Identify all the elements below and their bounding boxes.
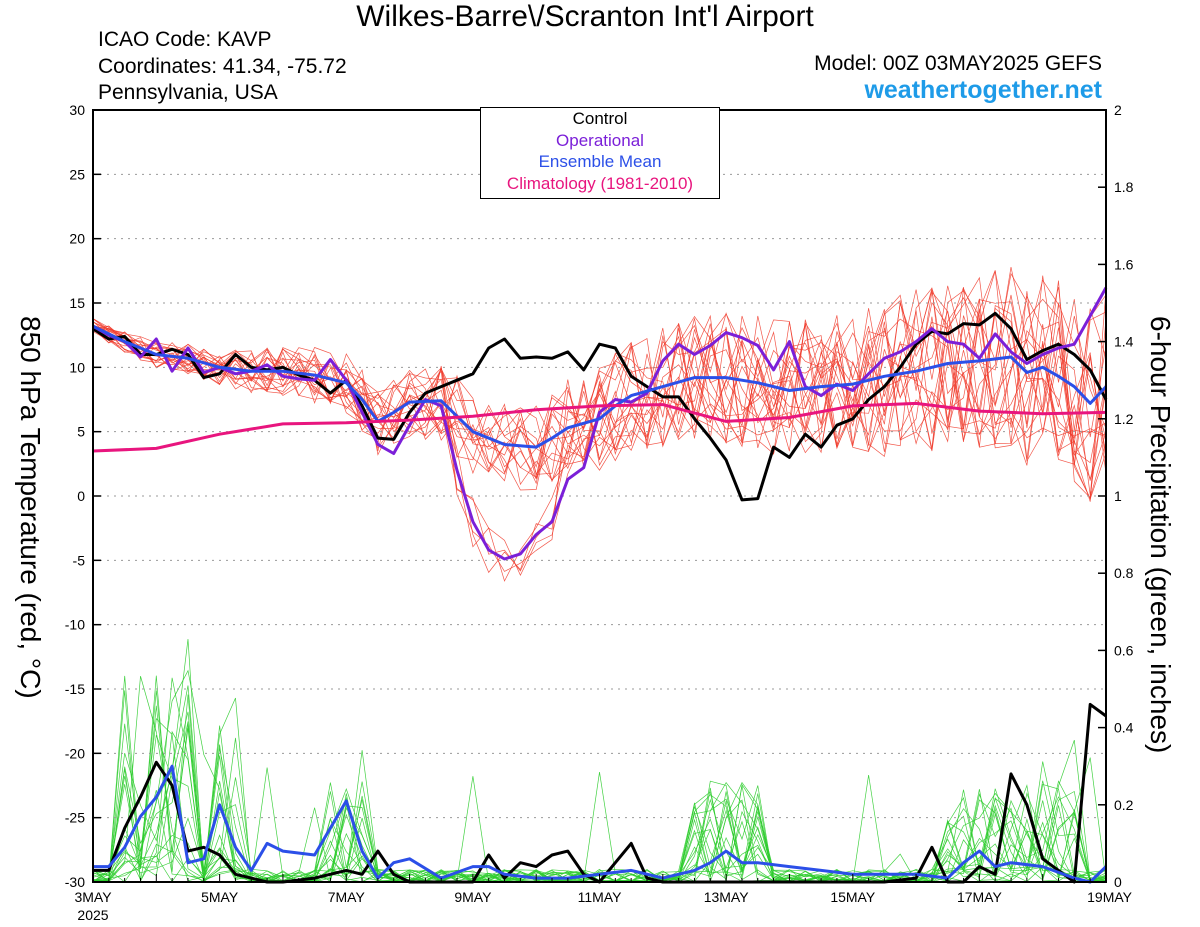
left-tick-label: -20 (65, 745, 85, 761)
left-tick-label: 20 (69, 231, 85, 247)
right-tick-label: 0 (1114, 874, 1122, 890)
precip-member-line (92, 757, 1107, 883)
left-axis-label: 850 hPa Temperature (red, °C) (15, 316, 46, 699)
right-tick-label: 0.8 (1114, 565, 1134, 581)
right-tick-label: 1.6 (1114, 256, 1134, 272)
temp-member-line (92, 290, 1107, 483)
legend-control: Control (572, 109, 628, 128)
right-axis-label: 6-hour Precipitation (green, inches) (1145, 316, 1176, 754)
right-tick-label: 1.8 (1114, 179, 1134, 195)
legend: Control Operational Ensemble Mean Climat… (480, 107, 720, 199)
legend-climatology: Climatology (1981-2010) (506, 173, 694, 193)
temp-member-line (92, 299, 1107, 574)
temp-member-line (92, 271, 1107, 496)
icao-code-label: ICAO Code: KAVP (98, 28, 272, 51)
temp-member-line (92, 267, 1107, 473)
temp-member-line (92, 307, 1107, 486)
left-tick-label: -15 (65, 681, 85, 697)
left-tick-label: -5 (73, 552, 86, 568)
right-tick-label: 0.6 (1114, 642, 1134, 658)
x-year-label: 2025 (77, 907, 108, 923)
precip-member-line (92, 690, 1107, 883)
left-tick-label: 25 (69, 166, 85, 182)
x-tick-label: 17MAY (957, 889, 1003, 905)
website-link[interactable]: weathertogether.net (864, 76, 1102, 104)
left-tick-label: 10 (69, 359, 85, 375)
temperature-ensemble-members (92, 267, 1107, 582)
x-tick-label: 15MAY (830, 889, 876, 905)
x-tick-label: 19MAY (1087, 889, 1133, 905)
right-tick-label: 0.4 (1114, 720, 1134, 736)
precip-member-line (92, 675, 1107, 883)
model-run-label: Model: 00Z 03MAY2025 GEFS (814, 52, 1102, 75)
x-tick-label: 3MAY (74, 889, 112, 905)
temp-member-line (92, 305, 1107, 480)
right-tick-label: 1.2 (1114, 411, 1134, 427)
right-tick-label: 0.2 (1114, 797, 1134, 813)
operational-temp-line (92, 286, 1108, 561)
precip-member-line (92, 705, 1107, 883)
axis-ticks: 302520151050-5-10-15-20-25-3021.81.61.41… (65, 102, 1134, 923)
precip-member-line (92, 669, 1107, 883)
legend-ensemble-mean: Ensemble Mean (538, 152, 662, 171)
grid-lines (93, 173, 1106, 819)
legend-operational: Operational (556, 130, 644, 150)
precip-member-line (92, 697, 1107, 883)
coordinates-label: Coordinates: 41.34, -75.72 (98, 55, 347, 78)
x-tick-label: 7MAY (328, 889, 366, 905)
precipitation-ensemble-members (92, 639, 1107, 883)
ensemble-mean-temp-line (92, 324, 1108, 449)
left-tick-label: -25 (65, 810, 85, 826)
region-label: Pennsylvania, USA (98, 81, 278, 104)
x-tick-label: 9MAY (454, 889, 492, 905)
chart-title: Wilkes-Barre\/Scranton Int'l Airport (356, 0, 814, 33)
temp-member-line (92, 315, 1107, 480)
temp-member-line (92, 270, 1107, 475)
right-tick-label: 1 (1114, 488, 1122, 504)
right-tick-label: 2 (1114, 102, 1122, 118)
left-tick-label: 15 (69, 295, 85, 311)
left-tick-label: -30 (65, 874, 85, 890)
x-tick-label: 13MAY (704, 889, 750, 905)
right-tick-label: 1.4 (1114, 334, 1134, 350)
precip-member-line (92, 676, 1107, 883)
temp-member-line (92, 287, 1107, 491)
x-tick-label: 11MAY (578, 889, 622, 905)
temp-member-line (92, 275, 1107, 482)
precip-member-line (92, 725, 1107, 882)
temp-member-line (92, 279, 1107, 577)
left-tick-label: 0 (77, 488, 85, 504)
x-tick-label: 5MAY (201, 889, 239, 905)
left-tick-label: 5 (77, 424, 85, 440)
left-tick-label: 30 (69, 102, 85, 118)
climatology-temp-line (92, 401, 1107, 453)
left-tick-label: -10 (65, 617, 85, 633)
control-precip-line (93, 702, 1107, 884)
precip-member-line (92, 711, 1107, 883)
